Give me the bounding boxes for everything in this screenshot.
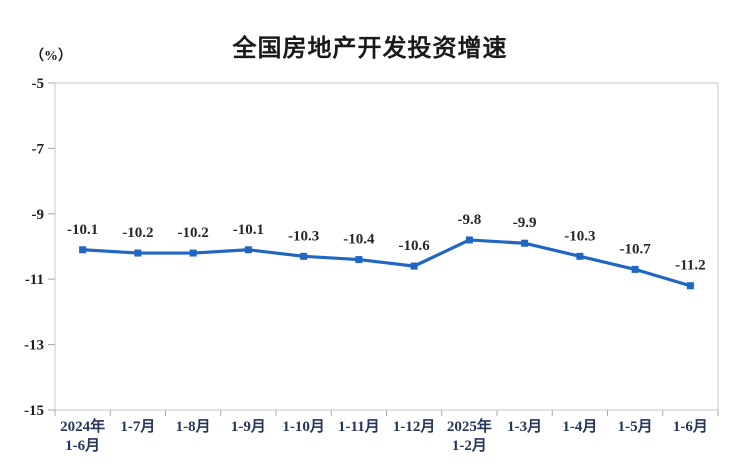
- data-point-label: -10.2: [178, 225, 209, 241]
- data-point-marker: [576, 252, 584, 260]
- x-axis-category-label: 2025年 1-2月: [447, 417, 492, 454]
- data-point-marker: [189, 249, 197, 257]
- data-point-marker: [79, 246, 87, 254]
- data-point-label: -10.1: [67, 222, 98, 238]
- y-axis-tick-label: -5: [32, 76, 45, 92]
- data-point-label: -10.6: [399, 238, 431, 254]
- y-axis-tick-label: -7: [32, 141, 45, 157]
- data-point-marker: [465, 236, 473, 244]
- x-axis-category-label: 1-7月: [120, 418, 155, 435]
- data-point-marker: [631, 265, 639, 273]
- data-point-marker: [521, 239, 529, 247]
- data-point-label: -10.3: [288, 228, 319, 244]
- y-axis-tick-label: -9: [32, 207, 45, 223]
- data-point-marker: [300, 252, 308, 260]
- x-axis-category-label: 1-10月: [282, 418, 325, 435]
- data-point-marker: [686, 282, 694, 290]
- data-point-label: -10.3: [564, 228, 595, 244]
- data-point-label: -10.2: [122, 225, 153, 241]
- x-axis-category-label: 1-6月: [673, 418, 708, 435]
- y-axis-tick-label: -13: [24, 338, 44, 354]
- x-axis-category-label: 1-4月: [562, 418, 597, 435]
- x-axis-category-label: 1-9月: [231, 418, 266, 435]
- data-point-marker: [410, 262, 418, 270]
- data-point-marker: [355, 256, 363, 264]
- data-point-label: -10.1: [233, 222, 264, 238]
- data-point-label: -9.8: [458, 212, 482, 228]
- y-axis-tick-label: -11: [25, 272, 44, 288]
- data-point-label: -10.7: [620, 241, 652, 257]
- x-axis-category-label: 1-12月: [393, 418, 436, 435]
- data-point-label: -9.9: [513, 215, 537, 231]
- x-axis-category-label: 2024年 1-6月: [60, 417, 105, 454]
- data-point-label: -11.2: [675, 258, 705, 274]
- y-axis-tick-label: -15: [24, 403, 44, 419]
- data-point-label: -10.4: [343, 232, 375, 248]
- x-axis-category-label: 1-8月: [176, 418, 211, 435]
- x-axis-category-label: 1-3月: [507, 418, 542, 435]
- chart-title: 全国房地产开发投资增速: [232, 36, 508, 62]
- data-point-marker: [244, 246, 252, 254]
- data-point-marker: [134, 249, 142, 257]
- x-axis-category-label: 1-5月: [618, 418, 653, 435]
- data-line: [81, 238, 692, 288]
- x-axis-category-label: 1-11月: [338, 418, 380, 435]
- y-axis-unit-label: （%）: [30, 49, 72, 64]
